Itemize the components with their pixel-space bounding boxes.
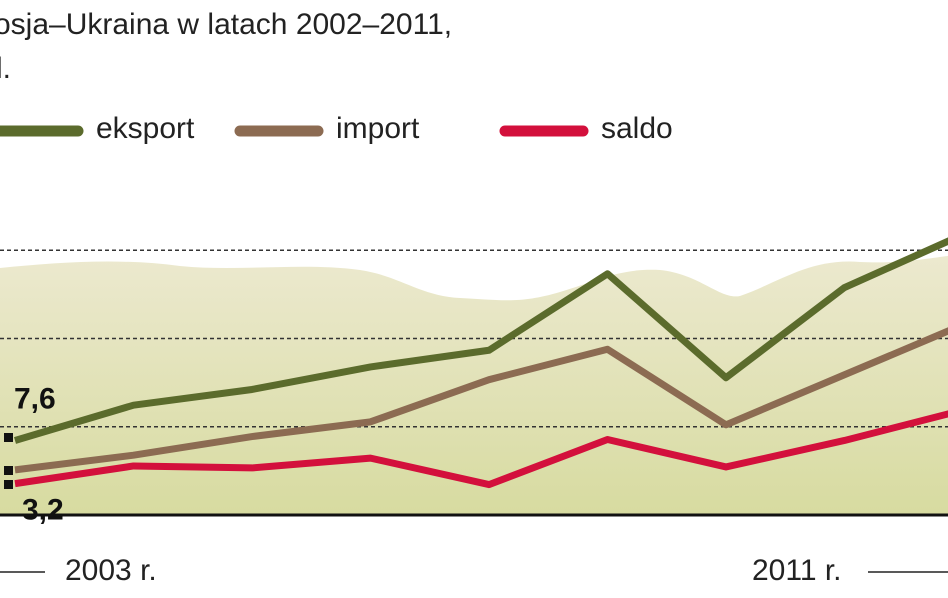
marker xyxy=(4,480,13,489)
title: osja–Ukraina w latach 2002–2011, xyxy=(0,8,452,41)
value-label: 3,2 xyxy=(22,494,64,527)
value-label: 7,6 xyxy=(14,382,56,415)
series-line xyxy=(14,410,948,489)
x-tick-label: 2011 r. xyxy=(752,554,842,587)
x-tick-label: 2003 r. xyxy=(65,554,157,587)
legend-label: import xyxy=(336,112,420,145)
legend-label: saldo xyxy=(601,112,673,145)
marker xyxy=(4,433,13,442)
marker xyxy=(4,466,13,475)
series-line xyxy=(14,327,948,474)
legend: eksport import saldo xyxy=(0,112,673,145)
plot: 3,2 7,6 xyxy=(14,237,948,527)
series-line xyxy=(14,237,948,444)
subtitle: l. xyxy=(0,52,11,85)
legend-label: eksport xyxy=(96,112,195,145)
